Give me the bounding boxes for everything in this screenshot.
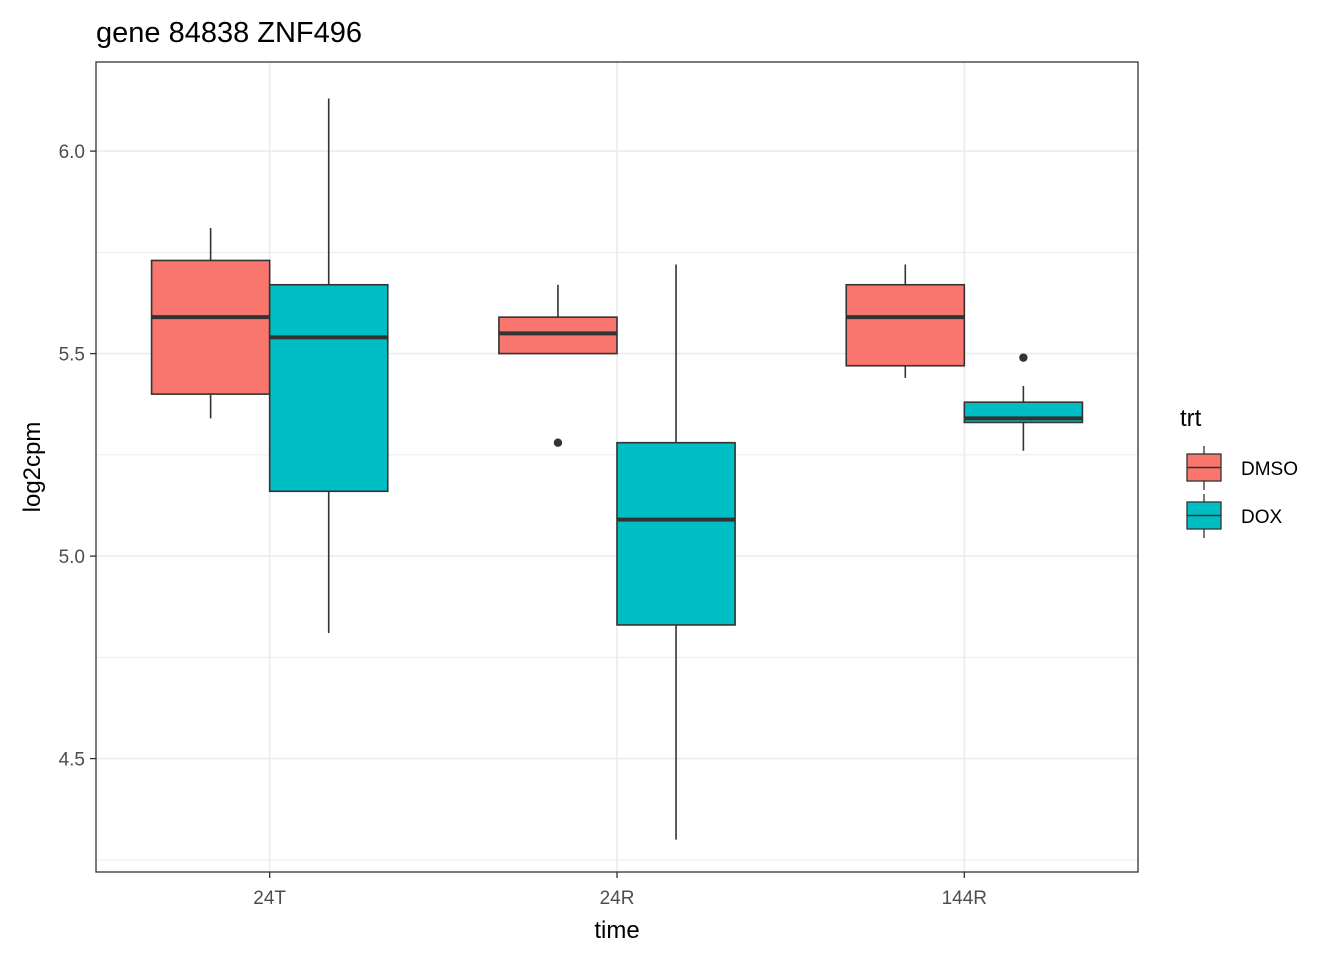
legend-label: DOX <box>1241 507 1283 528</box>
box-iqr <box>268 283 389 493</box>
y-tick-label: 4.5 <box>59 750 85 771</box>
legend-label: DMSO <box>1241 459 1298 480</box>
x-tick-label: 24R <box>600 888 635 909</box>
outlier-point <box>553 438 563 447</box>
legend-item-dox: DOX <box>1186 494 1283 538</box>
legend: trt DMSO DOX <box>1180 405 1298 538</box>
box-iqr <box>845 283 966 367</box>
box-iqr <box>150 259 271 395</box>
legend-title: trt <box>1180 405 1202 432</box>
y-tick-label: 5.5 <box>59 345 85 366</box>
box-dox-144r <box>963 353 1084 451</box>
box-iqr <box>498 316 618 355</box>
box-dmso-24t <box>150 228 271 419</box>
y-axis-title: log2cpm <box>19 422 46 513</box>
box-dmso-24r <box>498 284 618 447</box>
y-tick-label: 6.0 <box>59 142 85 163</box>
box-iqr <box>616 441 736 626</box>
outlier-point <box>1019 353 1028 362</box>
x-tick-label: 144R <box>942 888 987 909</box>
y-tick-label: 5.0 <box>59 547 85 568</box>
box-layer <box>150 98 1084 840</box>
x-axis-title: time <box>594 917 639 944</box>
legend-items: DMSO DOX <box>1186 446 1298 538</box>
box-dmso-144r <box>845 264 966 378</box>
legend-item-dmso: DMSO <box>1186 446 1298 490</box>
axis-layer: 4.5 5.0 5.5 6.0 24T 24R 144R <box>59 142 987 909</box>
box-dox-24t <box>268 98 389 634</box>
box-dox-24r <box>616 264 736 840</box>
x-tick-label: 24T <box>253 888 286 909</box>
chart-title: gene 84838 ZNF496 <box>96 17 362 49</box>
